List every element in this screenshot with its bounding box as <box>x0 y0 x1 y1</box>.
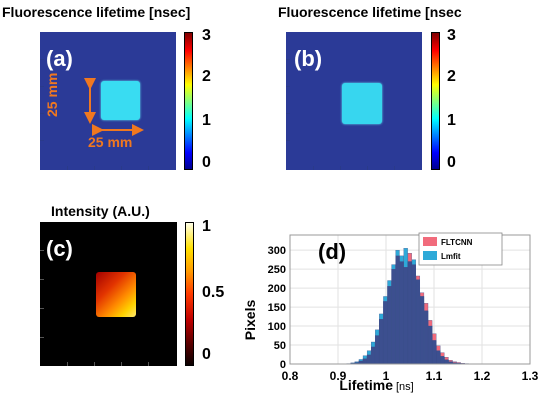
y-tick-label: 250 <box>268 264 286 276</box>
intensity-square-c <box>96 272 136 317</box>
bar-overlap <box>395 255 400 365</box>
bar-overlap <box>371 346 376 365</box>
y-tick-labels: 0 50 100 150 200 250 300 <box>268 245 286 371</box>
bar-overlap <box>407 261 412 365</box>
series-overlap <box>346 255 469 365</box>
x-tick-label: 1.1 <box>426 369 443 383</box>
bar-overlap <box>366 354 372 365</box>
y-tick-label: 200 <box>268 283 286 295</box>
bar-overlap <box>428 325 433 365</box>
legend-label-lmfit: Lmfit <box>441 252 461 261</box>
dimension-label-horizontal: 25 mm <box>88 134 133 150</box>
y-tick-label: 300 <box>268 245 286 257</box>
panel-a-label: (a) <box>46 46 73 71</box>
panel-a-title: Fluorescence lifetime [nsec] <box>2 4 191 20</box>
bar-overlap <box>403 267 408 365</box>
x-tick-labels: 0.8 0.9 1 1.1 1.2 1.3 <box>282 369 539 383</box>
panel-c-label: (c) <box>46 236 73 261</box>
plot-frame <box>289 234 531 365</box>
legend-swatch-lmfit <box>423 251 437 260</box>
bar-overlap <box>362 358 367 365</box>
legend-swatch-fltcnn <box>423 237 437 246</box>
bar-overlap <box>399 261 404 365</box>
panel-b-label: (b) <box>294 46 323 71</box>
x-tick-label: 1.3 <box>522 369 539 383</box>
intensity-map-c: (c) <box>40 222 177 366</box>
legend-label-fltcnn: FLTCNN <box>441 238 473 247</box>
dimension-arrows <box>84 78 144 136</box>
x-tick-label: 1.2 <box>474 369 491 383</box>
bar-overlap <box>444 359 449 365</box>
bar-overlap <box>440 356 445 365</box>
bar-overlap <box>424 310 429 365</box>
svg-text:[ns]: [ns] <box>396 381 414 393</box>
colorbar-lifetime-a <box>184 32 193 170</box>
panel-c-title: Intensity (A.U.) <box>51 203 150 219</box>
lifetime-map-a: (a) 25 mm <box>40 32 176 170</box>
bar-overlap <box>379 319 384 365</box>
bar-overlap <box>420 296 425 365</box>
y-tick-label: 100 <box>268 321 286 333</box>
y-axis-label: Pixels <box>242 300 258 341</box>
phantom-square-b <box>342 83 382 124</box>
panel-d-label: (d) <box>318 239 346 264</box>
panel-b-title: Fluorescence lifetime [nsec <box>278 4 462 20</box>
bar-overlap <box>411 264 416 365</box>
bar-overlap <box>375 335 380 365</box>
dimension-label-vertical: 25 mm <box>44 72 60 117</box>
bar-overlap <box>387 286 392 365</box>
x-tick-label: 1 <box>383 369 390 383</box>
x-tick-label: 0.9 <box>330 369 347 383</box>
bar-overlap <box>432 340 437 365</box>
colorbar-intensity <box>185 222 194 366</box>
svg-text:Lifetime: Lifetime <box>339 377 393 393</box>
bar-overlap <box>391 268 396 365</box>
bar-overlap <box>383 301 388 365</box>
bar-overlap <box>436 350 441 365</box>
x-axis-label: Lifetime [ns] <box>339 377 413 393</box>
lifetime-map-b: (b) <box>286 32 422 170</box>
bar-overlap <box>415 279 421 365</box>
y-tick-label: 0 <box>280 359 286 371</box>
y-tick-label: 150 <box>268 302 286 314</box>
colorbar-lifetime-b <box>431 32 440 170</box>
y-tick-label: 50 <box>274 340 286 352</box>
phantom-square-a <box>101 81 140 120</box>
legend: FLTCNN Lmfit <box>418 232 503 266</box>
x-tick-label: 0.8 <box>282 369 299 383</box>
